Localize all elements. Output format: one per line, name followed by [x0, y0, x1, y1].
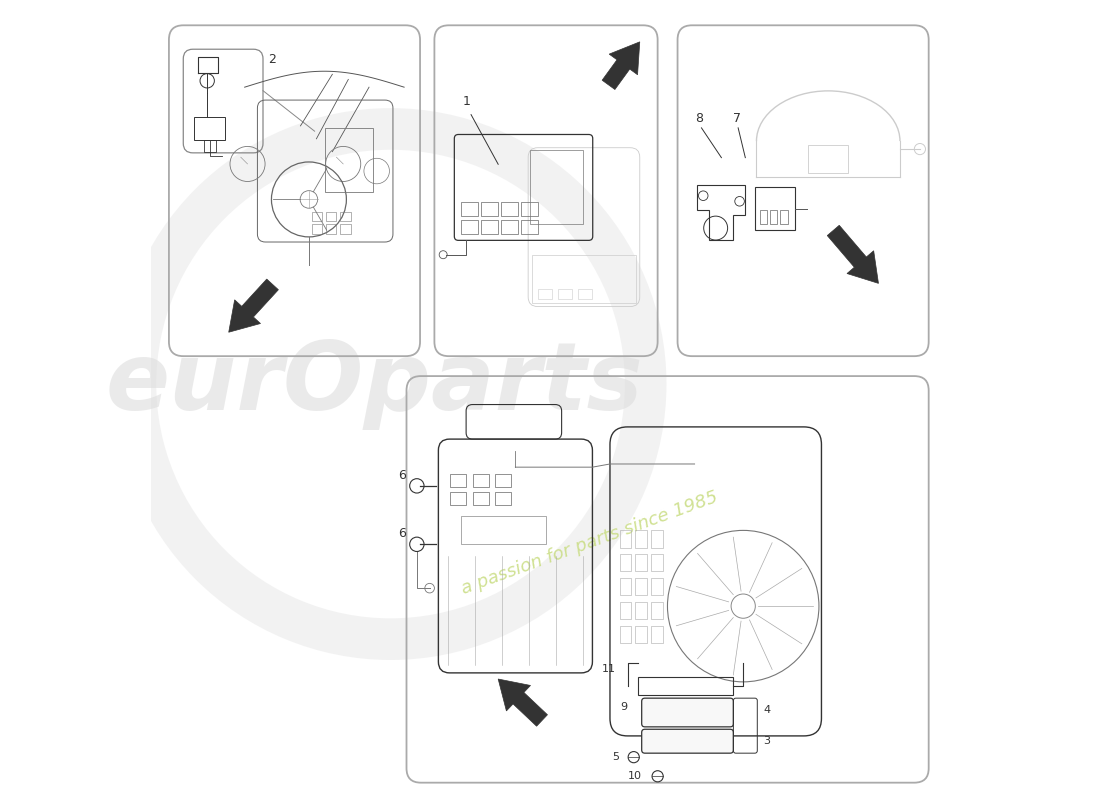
Bar [636, 602, 648, 619]
Bar [450, 492, 466, 505]
Bar [473, 474, 488, 487]
Polygon shape [827, 226, 879, 283]
Bar [770, 210, 778, 224]
Text: 3: 3 [763, 736, 771, 746]
Text: eurOparts: eurOparts [106, 338, 644, 430]
Text: 7: 7 [734, 111, 741, 125]
Text: 1: 1 [462, 95, 470, 108]
Text: 4: 4 [763, 706, 771, 715]
Bar [808, 145, 848, 173]
Bar [558, 289, 572, 298]
Bar [204, 141, 216, 152]
Bar [311, 225, 322, 234]
Bar [636, 554, 648, 571]
Bar [500, 220, 518, 234]
Text: 2: 2 [267, 54, 276, 66]
Text: 6: 6 [398, 527, 406, 540]
Bar [326, 212, 337, 222]
Bar [636, 530, 648, 547]
Bar [651, 602, 663, 619]
Polygon shape [602, 42, 640, 90]
Bar [755, 186, 794, 230]
Bar [651, 530, 663, 547]
Bar [473, 492, 488, 505]
Bar [538, 289, 552, 298]
Text: 10: 10 [628, 771, 641, 782]
Bar [450, 474, 466, 487]
Bar [530, 150, 583, 225]
Text: 8: 8 [695, 111, 703, 125]
Bar [619, 602, 631, 619]
Text: 9: 9 [620, 702, 627, 712]
Bar [461, 220, 478, 234]
Bar [520, 220, 538, 234]
Text: a passion for parts since 1985: a passion for parts since 1985 [459, 489, 720, 598]
Bar [651, 554, 663, 571]
Bar [311, 212, 322, 222]
Polygon shape [229, 279, 278, 332]
Bar [636, 578, 648, 595]
Bar [326, 225, 337, 234]
Bar [780, 210, 788, 224]
Bar [495, 492, 510, 505]
Bar [461, 202, 478, 217]
FancyBboxPatch shape [641, 698, 734, 727]
Bar [500, 202, 518, 217]
Bar [619, 626, 631, 643]
Text: 5: 5 [613, 752, 619, 762]
Text: 11: 11 [602, 665, 615, 674]
Bar [520, 202, 538, 217]
Bar [532, 255, 636, 302]
Polygon shape [498, 679, 548, 726]
Bar [760, 210, 767, 224]
Bar [462, 516, 547, 544]
Bar [340, 225, 351, 234]
Bar [340, 212, 351, 222]
Bar [195, 117, 224, 141]
Bar [619, 578, 631, 595]
Bar [481, 202, 498, 217]
Bar [481, 220, 498, 234]
Bar [651, 578, 663, 595]
FancyBboxPatch shape [641, 730, 734, 753]
Bar [495, 474, 510, 487]
Bar [619, 530, 631, 547]
Bar [638, 678, 734, 695]
Bar [326, 129, 373, 192]
Text: 6: 6 [398, 469, 406, 482]
Bar [651, 626, 663, 643]
Bar [619, 554, 631, 571]
Bar [636, 626, 648, 643]
Bar [578, 289, 592, 298]
